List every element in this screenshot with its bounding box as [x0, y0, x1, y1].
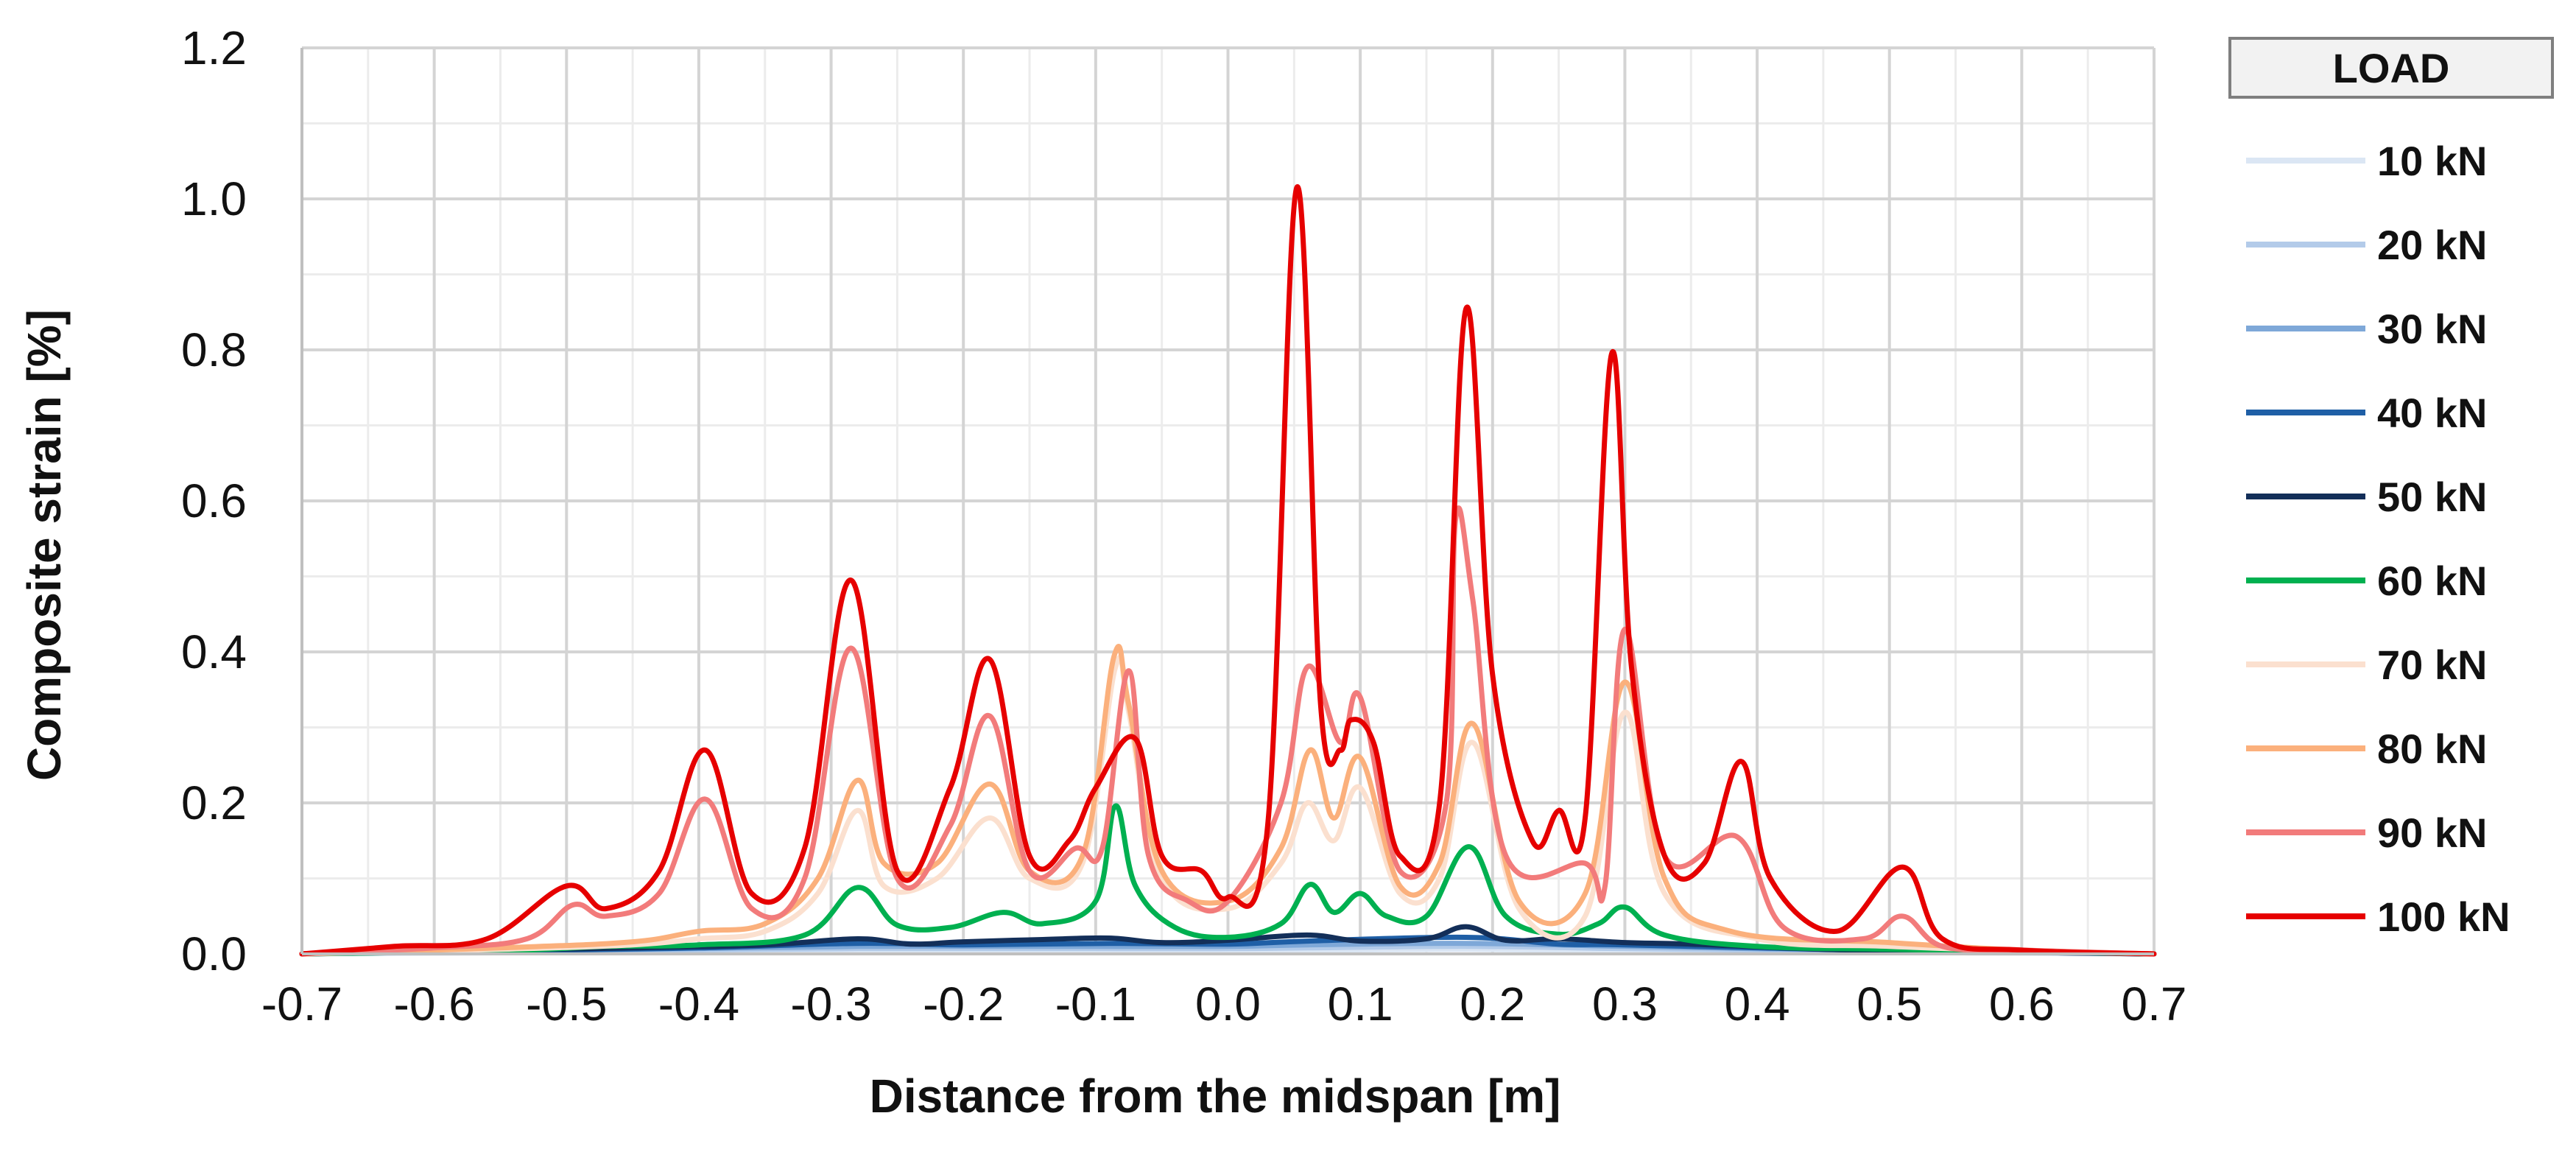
- x-tick-label: 0.1: [1328, 977, 1393, 1031]
- x-tick-label: -0.1: [1055, 977, 1136, 1031]
- legend-label: 30 kN: [2377, 306, 2487, 352]
- legend-label: 90 kN: [2377, 810, 2487, 856]
- legend-item: 20 kN: [2246, 222, 2487, 268]
- y-tick-label: 0.0: [181, 927, 247, 980]
- x-axis-title: Distance from the midspan [m]: [870, 1070, 1561, 1123]
- y-tick-label: 1.2: [181, 21, 247, 74]
- y-tick-label: 0.2: [181, 776, 247, 829]
- legend-label: 40 kN: [2377, 390, 2487, 436]
- legend-item: 40 kN: [2246, 390, 2487, 436]
- y-tick-label: 1.0: [181, 172, 247, 225]
- x-tick-label: 0.0: [1195, 977, 1261, 1031]
- x-tick-label: -0.6: [394, 977, 475, 1031]
- axes: -0.7 -0.6 -0.5 -0.4 -0.3 -0.2 -0.1 0.0 0.1 0.2 0.3…: [181, 21, 2186, 1031]
- series-line-60-kn: [299, 803, 2157, 957]
- legend-item: 100 kN: [2246, 894, 2510, 940]
- legend-item: 60 kN: [2246, 558, 2487, 604]
- x-tick-label: -0.7: [261, 977, 342, 1031]
- x-tick-label: 0.3: [1592, 977, 1658, 1031]
- legend-label: 70 kN: [2377, 642, 2487, 688]
- x-tick-label: -0.2: [923, 977, 1004, 1031]
- x-tick-label: -0.5: [526, 977, 607, 1031]
- legend-title-box: [2228, 37, 2554, 99]
- series-lines: [299, 184, 2157, 957]
- legend: LOAD 10 kN 20 kN 30 kN 40 kN 50 kN 60 kN 70 kN…: [2228, 37, 2554, 940]
- x-tick-label: 0.4: [1725, 977, 1790, 1031]
- legend-item: 80 kN: [2246, 726, 2487, 772]
- legend-label: 60 kN: [2377, 558, 2487, 604]
- legend-item: 70 kN: [2246, 642, 2487, 688]
- x-tick-label: -0.3: [790, 977, 871, 1031]
- y-tick-label: 0.4: [181, 625, 247, 678]
- series-line-100-kn: [299, 184, 2157, 957]
- x-tick-label: -0.4: [658, 977, 739, 1031]
- legend-title: LOAD: [2333, 45, 2450, 91]
- legend-item: 90 kN: [2246, 810, 2487, 856]
- legend-label: 80 kN: [2377, 726, 2487, 772]
- legend-label: 10 kN: [2377, 138, 2487, 184]
- y-tick-label: 0.8: [181, 323, 247, 376]
- legend-item: 50 kN: [2246, 474, 2487, 520]
- legend-item: 30 kN: [2246, 306, 2487, 352]
- y-axis-title: Composite strain [%]: [18, 309, 71, 781]
- y-tick-label: 0.6: [181, 474, 247, 527]
- x-tick-label: 0.6: [1989, 977, 2055, 1031]
- legend-label: 20 kN: [2377, 222, 2487, 268]
- x-tick-label: 0.2: [1460, 977, 1525, 1031]
- x-tick-label: 0.5: [1857, 977, 1922, 1031]
- legend-label: 50 kN: [2377, 474, 2487, 520]
- legend-label: 100 kN: [2377, 894, 2510, 940]
- legend-item: 10 kN: [2246, 138, 2487, 184]
- x-tick-label: 0.7: [2122, 977, 2187, 1031]
